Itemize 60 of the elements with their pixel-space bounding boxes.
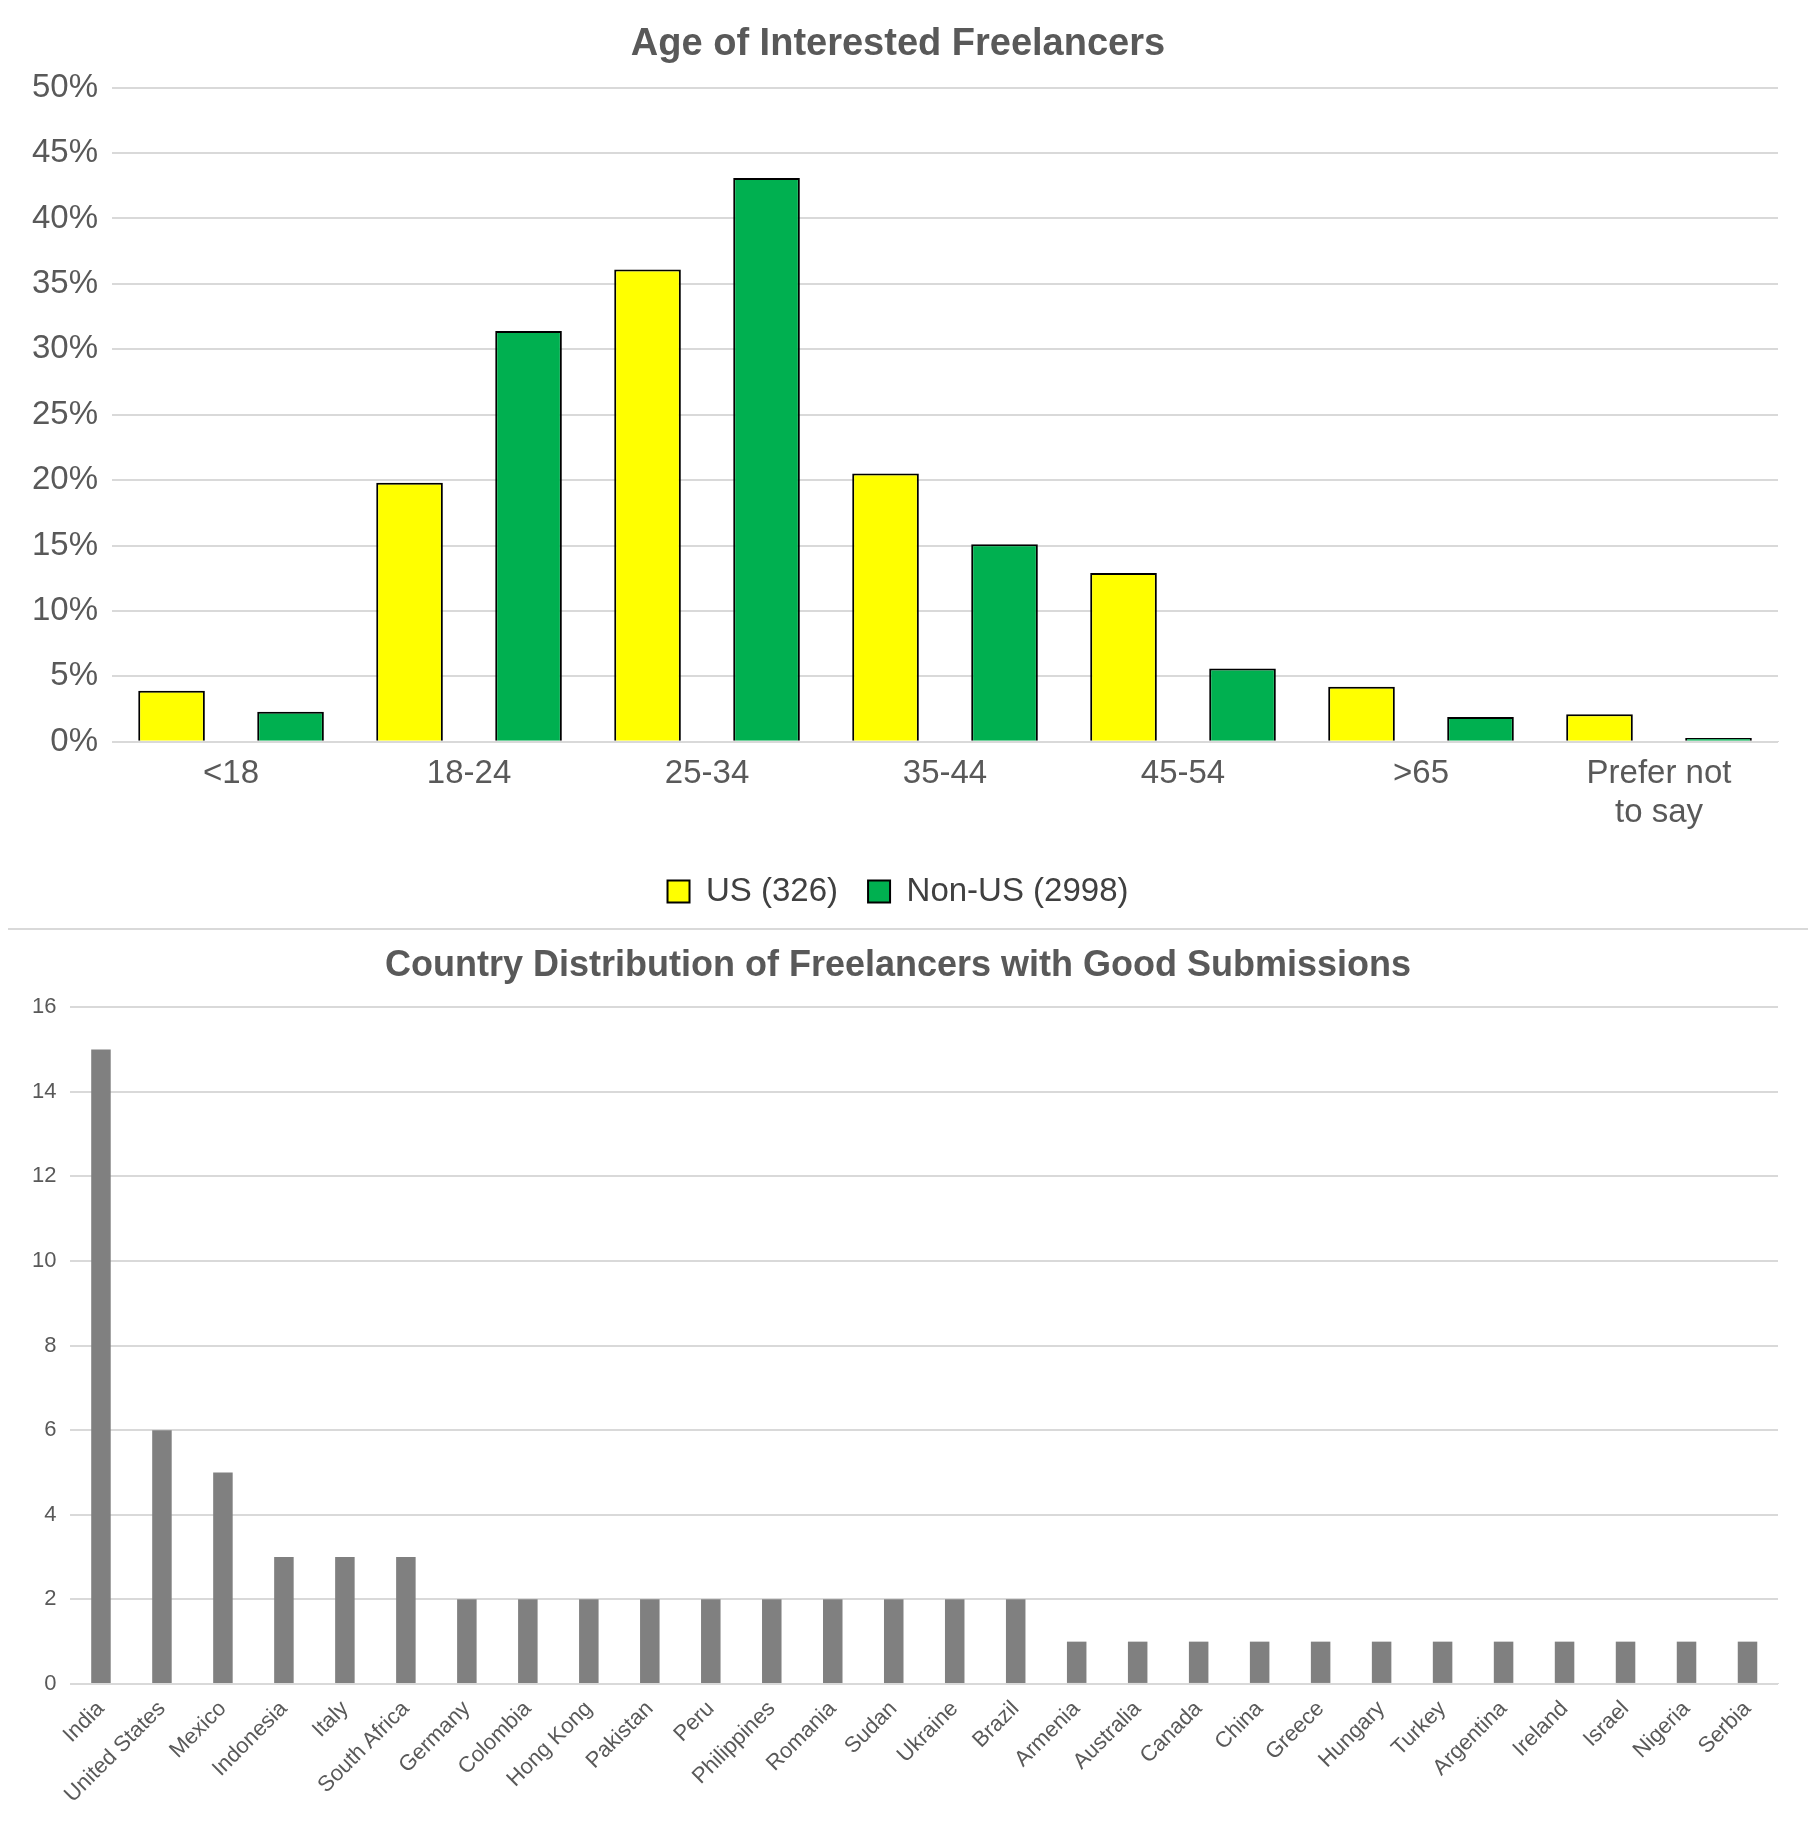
y-tick-label: 15% (31, 524, 99, 562)
bar (1554, 1641, 1575, 1683)
y-tick-label: 0% (50, 720, 99, 758)
y-tick-label: 2 (44, 1585, 57, 1611)
bar (823, 1599, 843, 1683)
chart-title: Country Distribution of Freelancers with Good Submissions (384, 942, 1412, 984)
bar (1493, 1641, 1514, 1683)
y-tick-label: 8 (44, 1331, 57, 1357)
y-tick-label: 0 (44, 1670, 57, 1695)
y-tick-label: 5% (50, 655, 99, 693)
bar (883, 1599, 904, 1683)
x-tick-label: 18-24 (426, 752, 512, 790)
bar (762, 1599, 782, 1683)
y-tick-label: 45% (31, 132, 99, 170)
bar (335, 1557, 355, 1683)
bar (518, 1599, 538, 1683)
x-tick-label: Italy (306, 1695, 353, 1742)
bar (396, 1557, 416, 1683)
y-tick-label: 6 (44, 1416, 57, 1442)
x-tick-label: 25-34 (664, 752, 750, 790)
bar (1371, 1641, 1392, 1683)
bar (701, 1599, 721, 1683)
y-tick-label: 10% (31, 590, 99, 628)
bar (579, 1599, 599, 1683)
bar (1188, 1641, 1209, 1683)
bar (457, 1599, 477, 1683)
bar (274, 1557, 294, 1683)
bar (1615, 1641, 1636, 1683)
x-tick-label: <18 (203, 752, 260, 790)
chart-title: Age of Interested Freelancers (630, 21, 1166, 64)
bar (1676, 1641, 1697, 1683)
legend-label: US (326) (706, 870, 839, 908)
x-tick-label: >65 (1393, 752, 1449, 790)
x-tick-label: 45-54 (1140, 752, 1226, 790)
bar (640, 1599, 660, 1683)
y-tick-label: 50% (31, 66, 99, 104)
legend-label: Non-US (2998) (906, 870, 1129, 908)
bar (152, 1430, 172, 1683)
y-tick-label: 25% (31, 393, 99, 431)
y-tick-label: 35% (31, 262, 99, 300)
bar (1249, 1641, 1270, 1683)
y-tick-label: 14 (31, 1077, 57, 1103)
x-tick-label: Prefer not to say (1586, 752, 1732, 830)
y-tick-label: 40% (31, 197, 99, 235)
x-tick-label: 35-44 (902, 752, 988, 790)
bar (1432, 1641, 1453, 1683)
bar (1005, 1599, 1026, 1683)
y-tick-label: 4 (44, 1500, 57, 1526)
y-tick-label: 30% (31, 328, 99, 366)
bar (91, 1049, 111, 1683)
bar (1127, 1641, 1148, 1683)
bar (1737, 1641, 1758, 1683)
y-tick-label: 20% (31, 459, 99, 497)
bar (1066, 1641, 1087, 1683)
y-tick-label: 12 (31, 1162, 57, 1188)
bar (213, 1472, 233, 1683)
y-tick-label: 10 (31, 1247, 57, 1273)
bar (1310, 1641, 1331, 1683)
y-tick-label: 16 (31, 993, 57, 1019)
bar (944, 1599, 965, 1683)
